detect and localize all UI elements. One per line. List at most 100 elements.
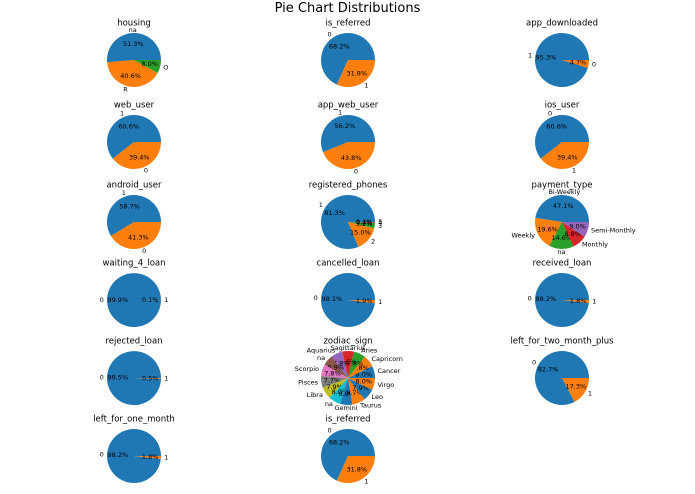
pie-slice bbox=[348, 222, 375, 229]
slice-category-label: 4 bbox=[378, 219, 382, 227]
slice-pct-label: 99.5% bbox=[107, 374, 128, 382]
slice-category-label: 0 bbox=[100, 296, 104, 304]
pie-title: rejected_loan bbox=[105, 337, 162, 347]
pie-slice bbox=[107, 273, 161, 328]
slice-category-label: na bbox=[325, 400, 333, 408]
pie-chart-cancelled-loan: cancelled_loan 98.1% 0 1.9% 1 bbox=[314, 259, 382, 328]
slice-pct-label: 98.2% bbox=[107, 451, 128, 459]
slice-pct-label: 98.2% bbox=[535, 295, 556, 303]
slice-category-label: 0 bbox=[532, 358, 536, 366]
slice-pct-label: 17.3% bbox=[566, 382, 587, 390]
pie-chart-payment-type: payment_type 47.1% Bi-Weekly 19.6%Weekly 14.… bbox=[512, 181, 636, 257]
slice-category-label: 0 bbox=[354, 168, 358, 176]
slice-pct-label: 9.0% bbox=[569, 223, 586, 231]
slice-pct-label: 7.8% bbox=[333, 359, 350, 367]
pie-title: is_referred bbox=[325, 415, 370, 425]
pie-slice bbox=[348, 222, 375, 247]
pie-chart-web-user: web_user 60.6% 1 39.4% 0 bbox=[107, 101, 161, 175]
pie-slice bbox=[562, 300, 589, 304]
pie-slice bbox=[134, 378, 162, 379]
slice-pct-label: 39.4% bbox=[129, 153, 150, 161]
pie-slice bbox=[348, 366, 375, 378]
slice-category-label: Libra bbox=[307, 391, 323, 399]
slice-category-label: Monthly bbox=[582, 241, 608, 249]
slice-category-label: 0 bbox=[100, 374, 104, 382]
pie-title: left_for_two_month_plus bbox=[510, 337, 614, 347]
slice-pct-label: 7.8% bbox=[347, 359, 364, 367]
slice-pct-label: 3.2% bbox=[356, 220, 373, 228]
slice-pct-label: 8.0% bbox=[332, 388, 349, 396]
slice-category-label: Aries bbox=[361, 347, 378, 355]
pie-slice bbox=[331, 351, 348, 378]
slice-category-label: 1 bbox=[120, 109, 124, 117]
pie-slice bbox=[535, 350, 589, 405]
slice-pct-label: 98.1% bbox=[322, 295, 343, 303]
slice-category-label: Weekly bbox=[512, 232, 536, 240]
slice-pct-label: 0.4% bbox=[356, 218, 373, 226]
pie-slice bbox=[535, 273, 589, 328]
pie-chart-waiting-4-loan: waiting_4_loan 99.9%0 0.1% 1 bbox=[100, 259, 168, 328]
pie-slice bbox=[348, 378, 365, 405]
pie-title: housing bbox=[117, 19, 151, 29]
slice-pct-label: 8.0% bbox=[141, 60, 158, 68]
pie-slice bbox=[535, 114, 590, 159]
pie-title: cancelled_loan bbox=[317, 259, 380, 269]
pie-slice bbox=[540, 142, 589, 169]
slice-pct-label: 39.4% bbox=[557, 153, 578, 161]
slice-category-label: 1 bbox=[122, 189, 126, 197]
slice-category-label: 0 bbox=[144, 167, 148, 175]
pie-title: android_user bbox=[106, 181, 162, 191]
pie-slice bbox=[107, 60, 158, 87]
slice-category-label: 1 bbox=[364, 81, 368, 89]
pie-title: payment_type bbox=[531, 181, 592, 191]
slice-pct-label: 82.7% bbox=[538, 366, 559, 374]
slice-category-label: 5 bbox=[378, 218, 382, 226]
pie-slice bbox=[348, 300, 375, 304]
slice-pct-label: 31.8% bbox=[346, 70, 367, 78]
pie-slice bbox=[134, 456, 162, 460]
pie-title: app_downloaded bbox=[526, 19, 598, 29]
pie-chart-app-web-user: app_web_user 56.2% 1 43.8% 0 bbox=[318, 101, 379, 176]
slice-pct-label: 99.9% bbox=[107, 296, 128, 304]
slice-category-label: 1 bbox=[378, 298, 382, 306]
pie-slice bbox=[562, 222, 585, 247]
slice-category-label: Sagittarius bbox=[331, 344, 367, 352]
slice-pct-label: 60.6% bbox=[546, 123, 567, 131]
pie-slice bbox=[321, 428, 375, 481]
slice-pct-label: 58.7% bbox=[119, 202, 140, 210]
pie-chart-is-referred: is_referred 68.2% 0 31.8% 1 bbox=[320, 19, 375, 89]
slice-category-label: O bbox=[163, 64, 168, 72]
slice-pct-label: 7.8% bbox=[324, 369, 341, 377]
pie-slice bbox=[562, 378, 589, 402]
pie-title: ios_user bbox=[545, 101, 580, 111]
slice-category-label: 0 bbox=[548, 109, 552, 117]
pie-title: left_for_one_month bbox=[93, 415, 175, 425]
pie-slice bbox=[336, 60, 375, 87]
pie-slice bbox=[321, 194, 375, 249]
slice-category-label: Semi-Monthly bbox=[591, 227, 636, 235]
slice-category-label: 1 bbox=[528, 52, 532, 60]
slice-pct-label: 51.3% bbox=[123, 40, 144, 48]
slice-category-label: na bbox=[129, 26, 137, 34]
pie-slice bbox=[107, 114, 161, 159]
slice-pct-label: 1.8% bbox=[570, 297, 587, 305]
pie-slice bbox=[535, 195, 589, 222]
pie-chart-rejected-loan: rejected_loan 99.5%0 0.5% 1 bbox=[100, 337, 168, 406]
pie-title: is_referred bbox=[325, 19, 370, 29]
slice-pct-label: 7.8% bbox=[352, 364, 369, 372]
pie-title: zodiac_sign bbox=[323, 337, 372, 347]
slice-category-label: Bi-Weekly bbox=[548, 188, 580, 196]
slice-pct-label: 7.9% bbox=[352, 384, 369, 392]
pie-slice bbox=[321, 115, 375, 153]
slice-category-label: Scorpio bbox=[295, 365, 319, 373]
pie-slice bbox=[549, 222, 574, 249]
pie-slice bbox=[322, 378, 348, 398]
pie-slice bbox=[107, 195, 161, 237]
slice-pct-label: 56.2% bbox=[335, 122, 356, 130]
slice-pct-label: 40.6% bbox=[120, 72, 141, 80]
pie-slice bbox=[107, 351, 161, 406]
slice-category-label: 1 bbox=[588, 390, 592, 398]
slice-category-label: Virgo bbox=[377, 381, 394, 389]
